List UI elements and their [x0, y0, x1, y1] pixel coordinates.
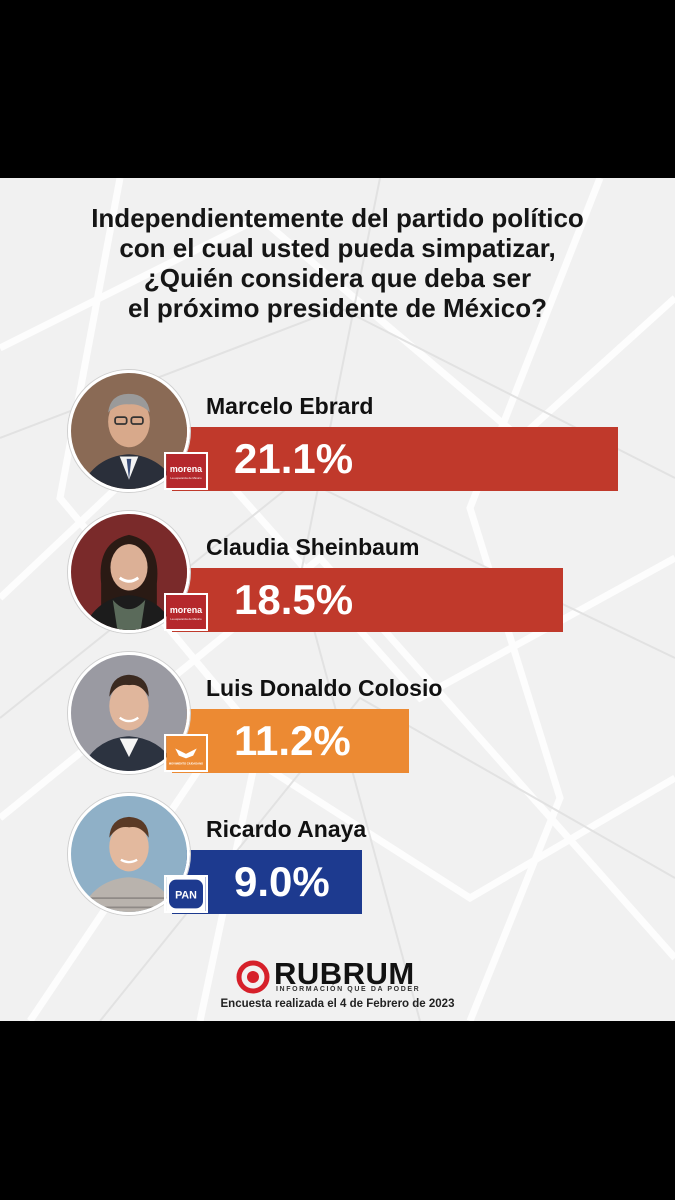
candidate-name: Marcelo Ebrard [206, 393, 374, 419]
man-portrait-icon [71, 373, 187, 489]
party-logo-text: morena [170, 464, 203, 474]
bar-value-label: 11.2% [234, 717, 351, 764]
brand-logo: RUBRUM INFORMACIÓN QUE DA PODER [0, 956, 675, 994]
candidate-row: 18.5% Claudia Sheinbaum morena La espera… [0, 511, 675, 641]
candidate-row: 9.0% Ricardo Anaya PAN [0, 793, 675, 923]
question-line: con el cual usted pueda simpatizar, [119, 233, 556, 263]
candidate-row: 11.2% Luis Donaldo Colosio MOVIMIENTO CI… [0, 652, 675, 782]
survey-date-note: Encuesta realizada el 4 de Febrero de 20… [220, 998, 455, 1010]
candidate-name: Ricardo Anaya [206, 816, 367, 842]
movimiento-ciudadano-logo: MOVIMIENTO CIUDADANO [164, 734, 208, 772]
brand-name: RUBRUM [274, 956, 415, 991]
candidate-name: Claudia Sheinbaum [206, 534, 420, 560]
bar-value-label: 18.5% [234, 576, 354, 623]
result-bar: 18.5% [172, 568, 564, 632]
morena-logo: morena La esperanza de México [164, 452, 208, 490]
question-line: ¿Quién considera que deba ser [143, 263, 532, 293]
question-line: el próximo presidente de México? [128, 293, 547, 323]
candidate-photo [68, 793, 190, 915]
pan-logo: PAN [164, 875, 208, 913]
party-logo-text: MOVIMIENTO CIUDADANO [169, 762, 203, 766]
eagle-icon [175, 748, 197, 759]
poll-question: Independientemente del partido político … [20, 203, 655, 323]
brand-tagline: INFORMACIÓN QUE DA PODER [276, 986, 421, 993]
rubrum-target-icon [236, 960, 270, 994]
morena-logo: morena La esperanza de México [164, 593, 208, 631]
question-line: Independientemente del partido político [91, 203, 584, 233]
party-logo-text: PAN [175, 889, 197, 901]
bar-value-label: 9.0% [234, 858, 330, 905]
party-logo-text: morena [170, 605, 203, 615]
party-logo-subtext: La esperanza de México [170, 476, 202, 480]
bar-value-label: 21.1% [234, 435, 354, 482]
candidate-name: Luis Donaldo Colosio [206, 675, 443, 701]
result-bar: 21.1% [172, 427, 618, 491]
candidate-row: 21.1% Marcelo Ebrard morena La esperanza… [0, 370, 675, 500]
poll-poster: Independientemente del partido político … [0, 178, 675, 1021]
result-bar: 11.2% [172, 709, 409, 773]
party-logo-subtext: La esperanza de México [170, 617, 202, 621]
candidate-photo [68, 370, 190, 492]
